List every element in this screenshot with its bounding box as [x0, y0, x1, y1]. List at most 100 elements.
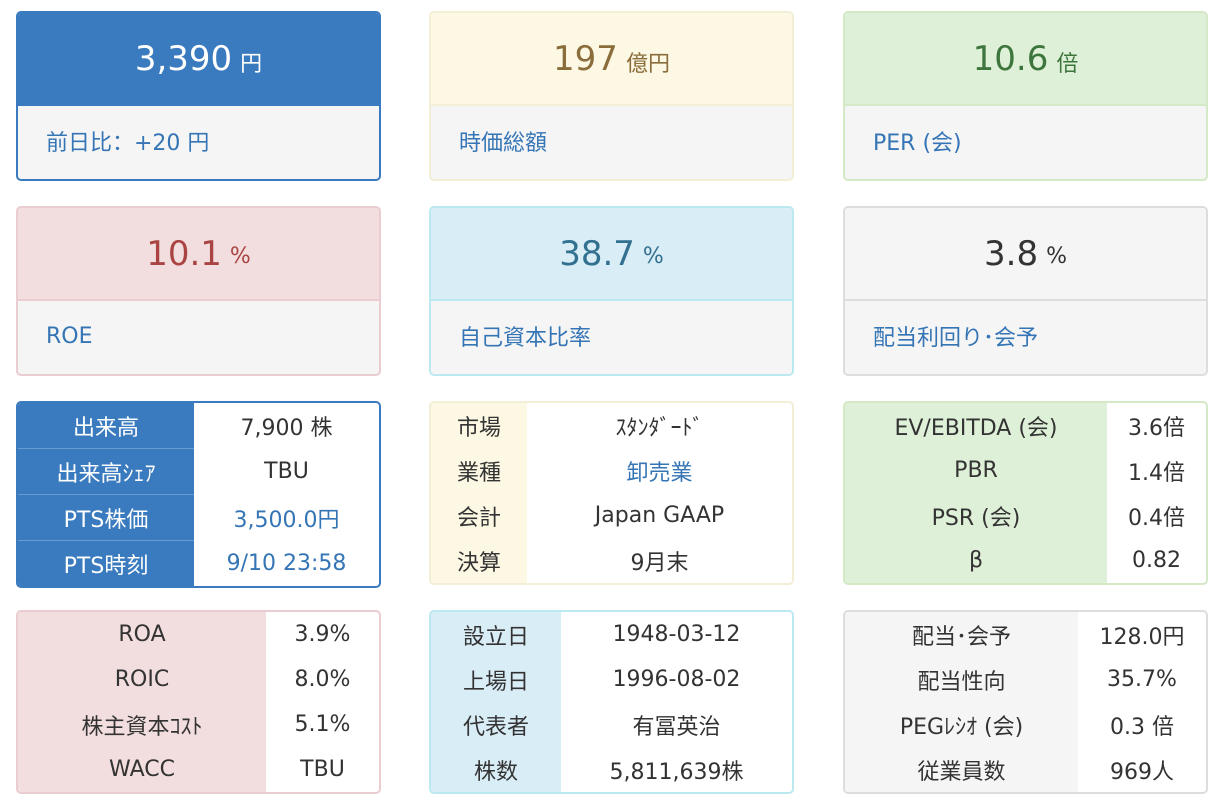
market-label: 市場 [431, 403, 527, 448]
pbr-label: PBR [845, 448, 1107, 493]
price-change-label: 前日比：+20 円 [18, 104, 379, 176]
cost-of-equity-value: 5.1% [294, 712, 351, 737]
table-row: PBR 1.4倍 [845, 448, 1206, 493]
payout-ratio-value: 35.7% [1107, 667, 1177, 692]
roa-label: ROA [18, 612, 266, 657]
roe-label[interactable]: ROE [18, 299, 379, 371]
shares-label: 株数 [431, 747, 561, 792]
table-row: β 0.82 [845, 538, 1206, 583]
wacc-value: TBU [300, 757, 345, 782]
beta-label: β [845, 538, 1107, 583]
equity-ratio-unit: % [642, 244, 664, 269]
table-row: 代表者 有冨英治 [431, 702, 792, 747]
per-unit: 倍 [1056, 51, 1079, 77]
stock-price-card: 3,390 円 前日比：+20 円 [16, 11, 381, 181]
roe-unit: % [229, 244, 251, 269]
ev-ebitda-value: 3.6倍 [1128, 415, 1185, 441]
volume-share-label: 出来高ｼｪｱ [18, 448, 194, 495]
pbr-value: 1.4倍 [1128, 460, 1185, 486]
volume-label: 出来高 [18, 403, 194, 449]
table-row: PTS株価 3,500.0円 [18, 494, 379, 541]
founded-label: 設立日 [431, 612, 561, 657]
table-row: 出来高ｼｪｱ TBU [18, 448, 379, 495]
table-row: 会計 Japan GAAP [431, 493, 792, 538]
listed-label: 上場日 [431, 657, 561, 702]
pts-price-label: PTS株価 [18, 494, 194, 541]
per-value: 10.6 [972, 38, 1049, 79]
peg-ratio-value: 0.3 倍 [1110, 714, 1174, 740]
pts-time-label: PTS時刻 [18, 540, 194, 586]
table-row: ROA 3.9% [18, 612, 379, 657]
table-row: PTS時刻 9/10 23:58 [18, 540, 379, 586]
dividend-yield-unit: % [1046, 244, 1067, 269]
equity-ratio-card: 38.7% 自己資本比率 [429, 206, 794, 376]
table-row: 配当･会予 128.0円 [845, 612, 1206, 657]
dividend-yield-label[interactable]: 配当利回り･会予 [845, 299, 1206, 371]
industry-link[interactable]: 卸売業 [626, 460, 693, 486]
ev-ebitda-label: EV/EBITDA (会) [845, 403, 1107, 448]
cost-of-equity-label: 株主資本ｺｽﾄ [18, 702, 266, 747]
return-table: ROA 3.9% ROIC 8.0% 株主資本ｺｽﾄ 5.1% WACC TBU [16, 610, 381, 794]
table-row: 決算 9月末 [431, 538, 792, 583]
table-row: 設立日 1948-03-12 [431, 612, 792, 657]
beta-value: 0.82 [1132, 548, 1181, 573]
market-value: ｽﾀﾝﾀﾞｰﾄﾞ [615, 415, 704, 441]
representative-label: 代表者 [431, 702, 561, 747]
table-row: PSR (会) 0.4倍 [845, 493, 1206, 538]
dividend-yield-value: 3.8 [984, 233, 1039, 274]
dividend-forecast-label: 配当･会予 [845, 612, 1078, 657]
roe-card: 10.1% ROE [16, 206, 381, 376]
table-row: EV/EBITDA (会) 3.6倍 [845, 403, 1206, 448]
roic-value: 8.0% [294, 667, 351, 692]
table-row: 業種 卸売業 [431, 448, 792, 493]
fiscal-label: 決算 [431, 538, 527, 583]
per-label[interactable]: PER (会) [845, 104, 1206, 176]
market-cap-value: 197 [553, 38, 618, 79]
equity-ratio-value: 38.7 [559, 233, 635, 274]
table-row: 上場日 1996-08-02 [431, 657, 792, 702]
employees-label: 従業員数 [845, 747, 1078, 792]
accounting-value: Japan GAAP [594, 503, 725, 528]
volume-value: 7,900 株 [240, 415, 333, 441]
volume-share-value: TBU [264, 459, 309, 484]
roic-label: ROIC [18, 657, 266, 702]
representative-value: 有冨英治 [632, 714, 721, 740]
table-row: PEGﾚｼｵ (会) 0.3 倍 [845, 702, 1206, 747]
peg-ratio-label: PEGﾚｼｵ (会) [845, 702, 1078, 747]
company-info-table: 市場 ｽﾀﾝﾀﾞｰﾄﾞ 業種 卸売業 会計 Japan GAAP 決算 9月末 [429, 401, 794, 585]
pts-time-link[interactable]: 9/10 23:58 [226, 550, 347, 576]
dividend-table: 配当･会予 128.0円 配当性向 35.7% PEGﾚｼｵ (会) 0.3 倍 従業… [843, 610, 1208, 794]
market-cap-unit: 億円 [625, 51, 670, 77]
table-row: 出来高 7,900 株 [18, 403, 379, 449]
shares-value: 5,811,639株 [609, 759, 744, 785]
trading-table: 出来高 7,900 株 出来高ｼｪｱ TBU PTS株価 3,500.0円 PTS時刻… [16, 401, 381, 588]
roe-value: 10.1 [146, 233, 222, 274]
table-row: ROIC 8.0% [18, 657, 379, 702]
profile-table: 設立日 1948-03-12 上場日 1996-08-02 代表者 有冨英治 株数 5,… [429, 610, 794, 794]
psr-label: PSR (会) [845, 493, 1107, 538]
roa-value: 3.9% [294, 622, 351, 647]
dividend-yield-card: 3.8% 配当利回り･会予 [843, 206, 1208, 376]
market-cap-label[interactable]: 時価総額 [431, 104, 792, 176]
table-row: 株数 5,811,639株 [431, 747, 792, 792]
table-row: 市場 ｽﾀﾝﾀﾞｰﾄﾞ [431, 403, 792, 448]
industry-label: 業種 [431, 448, 527, 493]
stock-price-unit: 円 [240, 51, 263, 77]
fiscal-value: 9月末 [630, 550, 689, 576]
stock-price-value: 3,390 [134, 38, 233, 79]
payout-ratio-label: 配当性向 [845, 657, 1078, 702]
wacc-label: WACC [18, 747, 266, 792]
accounting-label: 会計 [431, 493, 527, 538]
dividend-forecast-value: 128.0円 [1099, 624, 1185, 650]
equity-ratio-label[interactable]: 自己資本比率 [431, 299, 792, 371]
psr-value: 0.4倍 [1128, 505, 1185, 531]
founded-value: 1948-03-12 [612, 622, 741, 647]
table-row: 従業員数 969人 [845, 747, 1206, 792]
pts-price-link[interactable]: 3,500.0円 [233, 507, 340, 533]
listed-value: 1996-08-02 [612, 667, 741, 692]
table-row: 株主資本ｺｽﾄ 5.1% [18, 702, 379, 747]
employees-value: 969人 [1110, 759, 1174, 785]
table-row: 配当性向 35.7% [845, 657, 1206, 702]
table-row: WACC TBU [18, 747, 379, 792]
